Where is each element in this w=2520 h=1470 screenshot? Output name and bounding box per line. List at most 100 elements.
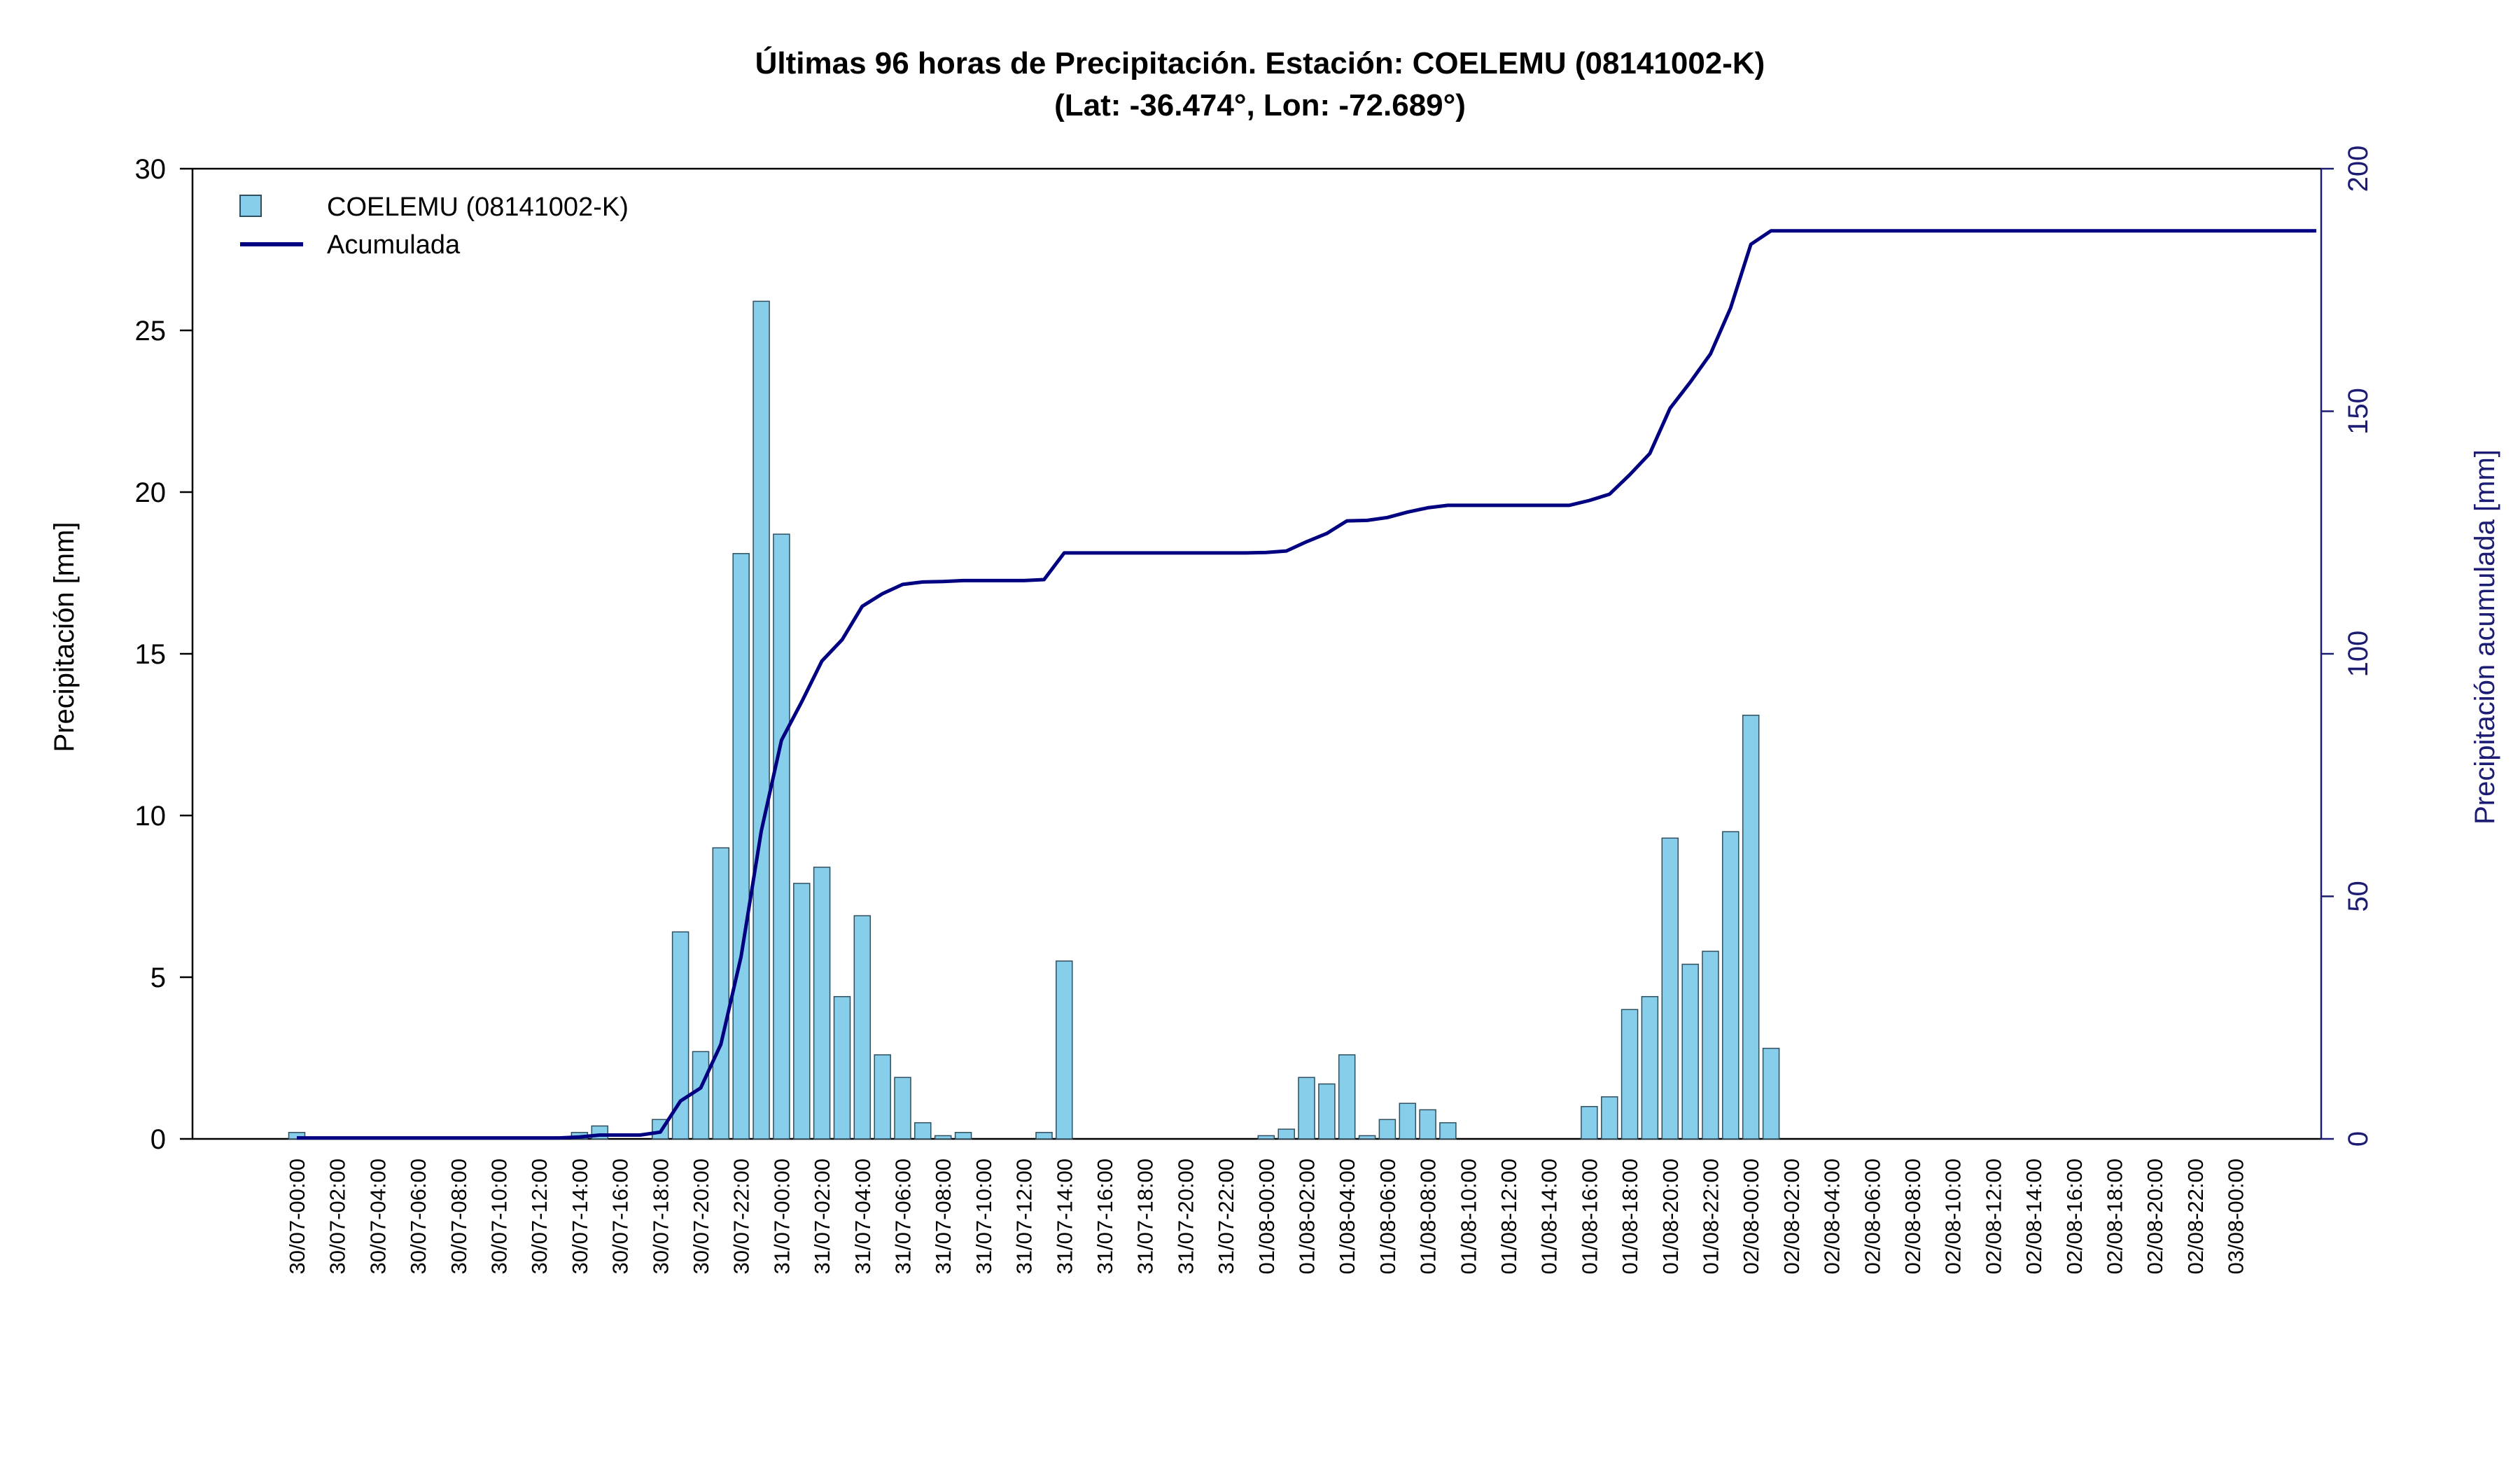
x-tick-label: 01/08-18:00 (1618, 1158, 1642, 1274)
precip-bar (1742, 715, 1760, 1140)
y-right-tick-label: 50 (2343, 881, 2374, 912)
precip-bar (1399, 1102, 1417, 1140)
precip-bar (853, 915, 872, 1140)
x-tick-label: 02/08-12:00 (1981, 1158, 2005, 1274)
precip-bar (1620, 1009, 1639, 1140)
precip-bar (1318, 1083, 1336, 1140)
cumulative-line (297, 229, 2316, 1140)
x-tick-label: 01/08-16:00 (1577, 1158, 1602, 1274)
y-tick-label: 5 (150, 962, 166, 993)
chart-subtitle: (Lat: -36.474°, Lon: -72.689°) (1054, 88, 1466, 122)
x-tick-label: 01/08-10:00 (1456, 1158, 1480, 1274)
legend-bar-swatch (239, 195, 262, 217)
precip-bar (1681, 963, 1699, 1140)
x-tick-label: 30/07-00:00 (285, 1158, 309, 1274)
x-tick-label: 02/08-00:00 (1739, 1158, 1763, 1274)
precip-bar (1722, 831, 1740, 1140)
x-tick-label: 02/08-08:00 (1900, 1158, 1925, 1274)
x-tick-label: 30/07-10:00 (487, 1158, 512, 1274)
precip-bar (773, 533, 790, 1140)
x-tick-label: 02/08-06:00 (1860, 1158, 1884, 1274)
x-tick-label: 31/07-10:00 (972, 1158, 996, 1274)
x-tick-label: 30/07-18:00 (648, 1158, 673, 1274)
x-tick-labels-group: 30/07-00:00 30/07-02:00 30/07-04:00 30/07-0… (285, 1158, 2248, 1274)
x-tick-label: 01/08-06:00 (1376, 1158, 1400, 1274)
x-tick-label: 02/08-14:00 (2022, 1158, 2046, 1274)
precip-bar (894, 1077, 911, 1140)
y-right-tick-label: 150 (2343, 388, 2374, 435)
precip-bar (833, 995, 851, 1140)
x-tick-label: 02/08-10:00 (1941, 1158, 1966, 1274)
precip-bar (1338, 1054, 1356, 1140)
x-tick-label: 01/08-12:00 (1497, 1158, 1521, 1274)
x-tick-label: 01/08-08:00 (1416, 1158, 1441, 1274)
x-tick-label: 31/07-06:00 (891, 1158, 916, 1274)
x-tick-label: 02/08-02:00 (1779, 1158, 1804, 1274)
precip-bar (1581, 1106, 1598, 1140)
precip-bar (813, 867, 831, 1140)
x-tick-label: 03/08-00:00 (2224, 1158, 2248, 1274)
precip-bar (1762, 1047, 1780, 1140)
x-tick-label: 02/08-18:00 (2103, 1158, 2127, 1274)
y-right-tick-label: 100 (2343, 631, 2374, 678)
x-tick-label: 31/07-08:00 (931, 1158, 955, 1274)
precip-bar (1601, 1096, 1618, 1140)
precip-bar (793, 883, 811, 1140)
x-tick-label: 31/07-16:00 (1093, 1158, 1117, 1274)
x-tick-label: 02/08-04:00 (1820, 1158, 1844, 1274)
y-tick-label: 0 (150, 1124, 166, 1155)
x-tick-label: 01/08-14:00 (1537, 1158, 1562, 1274)
precip-bar (874, 1054, 891, 1140)
x-tick-label: 31/07-04:00 (850, 1158, 875, 1274)
precip-bar (954, 1132, 972, 1140)
x-tick-label: 30/07-08:00 (447, 1158, 471, 1274)
precip-bar (1278, 1128, 1295, 1140)
bars-group (288, 300, 1780, 1140)
y-axis-title: Precipitación [mm] (49, 522, 80, 752)
legend-label-bars: COELEMU (08141002-K) (327, 192, 629, 222)
x-tick-label: 01/08-02:00 (1295, 1158, 1320, 1274)
x-tick-label: 01/08-20:00 (1658, 1158, 1683, 1274)
precip-bar (712, 847, 730, 1140)
x-tick-label: 31/07-20:00 (1173, 1158, 1198, 1274)
x-tick-label: 31/07-00:00 (769, 1158, 794, 1274)
precip-bar (1358, 1135, 1376, 1140)
x-tick-label: 30/07-16:00 (608, 1158, 633, 1274)
precip-bar (1661, 837, 1679, 1140)
x-tick-label: 31/07-18:00 (1133, 1158, 1158, 1274)
y-tick-label: 20 (135, 477, 167, 508)
x-tick-label: 01/08-00:00 (1254, 1158, 1279, 1274)
x-tick-label: 30/07-22:00 (729, 1158, 754, 1274)
axes-group: 0 5 10 15 20 25 30 0 50 100 150 200 (135, 146, 2374, 1155)
precip-bar (1419, 1109, 1436, 1140)
y-axis-right-title: Precipitación acumulada [mm] (2470, 449, 2500, 825)
x-tick-label: 30/07-04:00 (365, 1158, 390, 1274)
legend-label-line: Acumulada (327, 230, 461, 260)
precip-bar (1035, 1132, 1053, 1140)
x-tick-label: 31/07-22:00 (1214, 1158, 1238, 1274)
x-tick-label: 02/08-22:00 (2183, 1158, 2208, 1274)
x-tick-label: 02/08-16:00 (2062, 1158, 2087, 1274)
precip-bar (692, 1051, 710, 1140)
x-tick-label: 01/08-22:00 (1699, 1158, 1723, 1274)
x-tick-label: 01/08-04:00 (1335, 1158, 1359, 1274)
precip-bar (1298, 1077, 1315, 1140)
precip-bar (1439, 1122, 1457, 1140)
precip-bar (934, 1135, 952, 1140)
x-tick-label: 31/07-14:00 (1052, 1158, 1077, 1274)
x-tick-label: 02/08-20:00 (2143, 1158, 2167, 1274)
precip-bar (914, 1122, 932, 1140)
y-right-tick-label: 200 (2343, 146, 2374, 192)
x-tick-label: 31/07-12:00 (1012, 1158, 1037, 1274)
y-tick-label: 10 (135, 801, 167, 832)
x-tick-label: 31/07-02:00 (810, 1158, 834, 1274)
y-tick-label: 25 (135, 316, 167, 346)
precip-bar (1702, 951, 1719, 1140)
precip-bar (752, 300, 770, 1140)
precip-bar (1641, 995, 1659, 1140)
precip-bar (1378, 1119, 1396, 1140)
cumulative-line-group (297, 229, 2316, 1140)
precip-bar (671, 931, 690, 1140)
legend: COELEMU (08141002-K) Acumulada (239, 192, 629, 260)
